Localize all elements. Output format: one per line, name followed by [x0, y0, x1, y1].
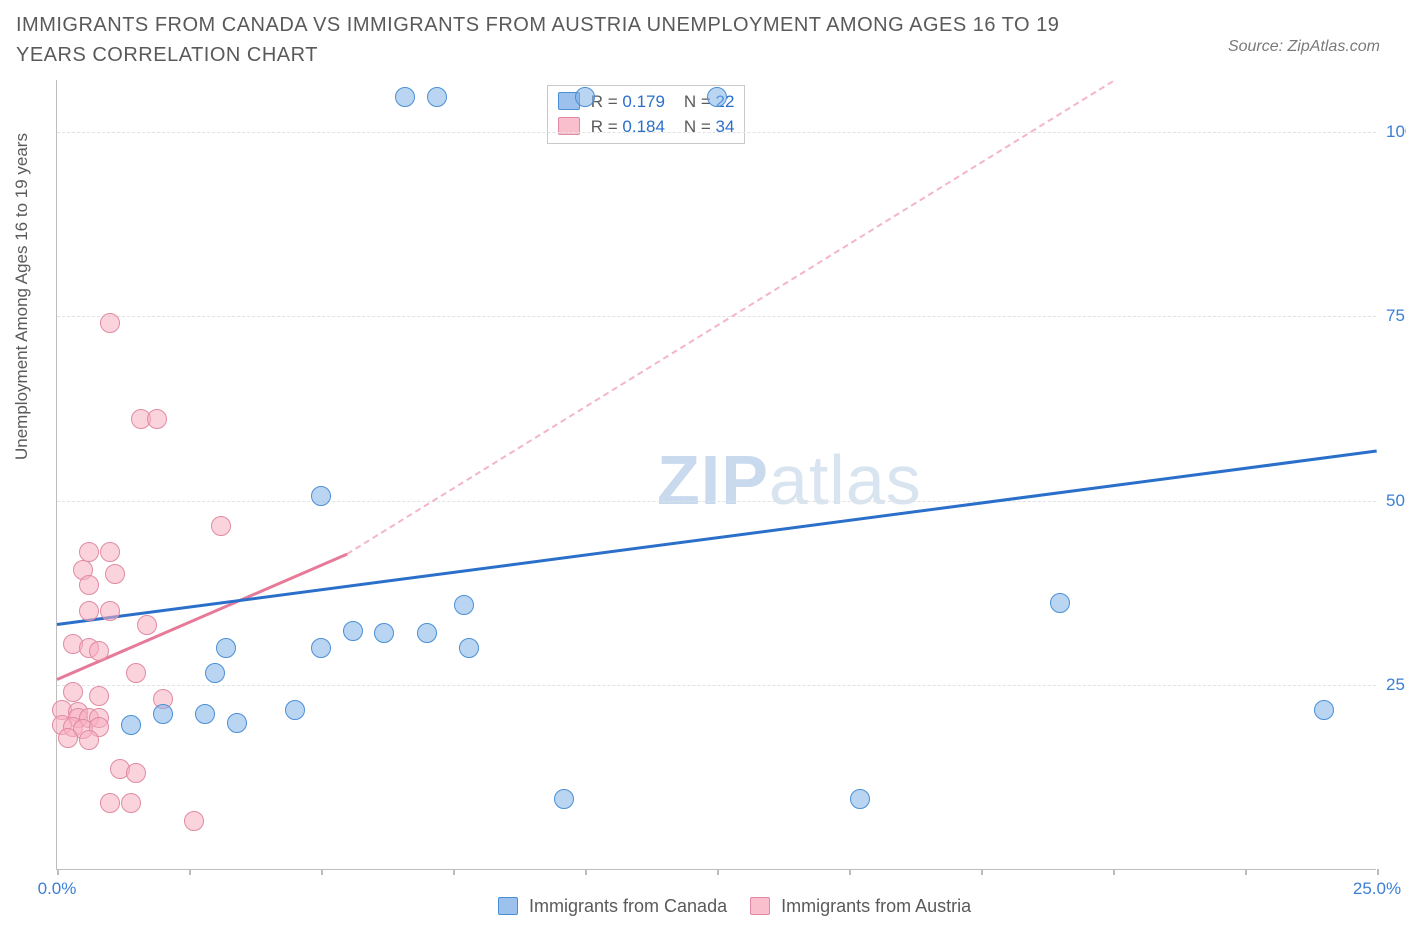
- source-attribution: Source: ZipAtlas.com: [1228, 38, 1380, 56]
- x-tick-mark: [717, 869, 719, 875]
- data-point-canada: [205, 663, 225, 683]
- data-point-austria: [100, 542, 120, 562]
- data-point-canada: [343, 621, 363, 641]
- watermark-rest: atlas: [769, 441, 922, 519]
- data-point-canada: [1314, 700, 1334, 720]
- x-tick-mark: [453, 869, 455, 875]
- swatch-austria-icon: [750, 897, 770, 915]
- plot-area: ZIPatlas R = 0.179 N = 22 R = 0.184 N = …: [56, 80, 1376, 870]
- r-label: R =: [591, 117, 618, 136]
- n-label: N =: [684, 117, 711, 136]
- data-point-canada: [216, 638, 236, 658]
- y-tick-label: 50.0%: [1386, 491, 1406, 511]
- data-point-austria: [79, 542, 99, 562]
- data-point-austria: [89, 686, 109, 706]
- data-point-canada: [121, 715, 141, 735]
- legend-label-canada: Immigrants from Canada: [529, 896, 727, 916]
- legend-label-austria: Immigrants from Austria: [781, 896, 971, 916]
- x-tick-mark: [981, 869, 983, 875]
- data-point-austria: [79, 601, 99, 621]
- data-point-austria: [126, 763, 146, 783]
- data-point-austria: [58, 728, 78, 748]
- x-tick-mark: [1377, 869, 1379, 875]
- watermark-bold: ZIP: [657, 441, 769, 519]
- data-point-canada: [311, 638, 331, 658]
- x-tick-mark: [189, 869, 191, 875]
- data-point-canada: [153, 704, 173, 724]
- data-point-canada: [285, 700, 305, 720]
- data-point-austria: [184, 811, 204, 831]
- y-axis-label: Unemployment Among Ages 16 to 19 years: [12, 133, 32, 460]
- data-point-austria: [79, 730, 99, 750]
- gridline-h: [57, 316, 1376, 317]
- data-point-austria: [100, 313, 120, 333]
- y-tick-label: 25.0%: [1386, 675, 1406, 695]
- r-value-canada: 0.179: [622, 92, 665, 111]
- data-point-austria: [211, 516, 231, 536]
- gridline-h: [57, 132, 1376, 133]
- x-tick-label: 25.0%: [1353, 879, 1401, 899]
- data-point-austria: [89, 641, 109, 661]
- y-tick-label: 100.0%: [1386, 122, 1406, 142]
- data-point-canada: [575, 87, 595, 107]
- data-point-austria: [126, 663, 146, 683]
- data-point-austria: [121, 793, 141, 813]
- chart-title: IMMIGRANTS FROM CANADA VS IMMIGRANTS FRO…: [16, 10, 1116, 70]
- x-tick-mark: [585, 869, 587, 875]
- data-point-canada: [227, 713, 247, 733]
- data-point-canada: [554, 789, 574, 809]
- data-point-austria: [147, 409, 167, 429]
- data-point-canada: [417, 623, 437, 643]
- data-point-canada: [427, 87, 447, 107]
- data-point-canada: [459, 638, 479, 658]
- x-tick-label: 0.0%: [38, 879, 77, 899]
- source-name: ZipAtlas.com: [1288, 38, 1380, 55]
- data-point-canada: [454, 595, 474, 615]
- data-point-canada: [707, 87, 727, 107]
- x-tick-mark: [1113, 869, 1115, 875]
- n-value-austria: 34: [716, 117, 735, 136]
- x-tick-mark: [57, 869, 59, 875]
- data-point-canada: [850, 789, 870, 809]
- data-point-austria: [79, 575, 99, 595]
- x-tick-mark: [1245, 869, 1247, 875]
- data-point-austria: [105, 564, 125, 584]
- data-point-canada: [374, 623, 394, 643]
- data-point-austria: [100, 793, 120, 813]
- data-point-austria: [137, 615, 157, 635]
- data-point-canada: [311, 486, 331, 506]
- source-prefix: Source:: [1228, 38, 1288, 55]
- watermark: ZIPatlas: [657, 440, 922, 520]
- gridline-h: [57, 501, 1376, 502]
- r-value-austria: 0.184: [622, 117, 665, 136]
- swatch-canada-icon: [498, 897, 518, 915]
- data-point-austria: [100, 601, 120, 621]
- chart-container: IMMIGRANTS FROM CANADA VS IMMIGRANTS FRO…: [0, 0, 1406, 930]
- legend-row-austria: R = 0.184 N = 34: [558, 115, 734, 140]
- data-point-canada: [195, 704, 215, 724]
- y-tick-label: 75.0%: [1386, 306, 1406, 326]
- data-point-canada: [1050, 593, 1070, 613]
- series-legend: Immigrants from Canada Immigrants from A…: [480, 896, 971, 917]
- x-tick-mark: [849, 869, 851, 875]
- data-point-canada: [395, 87, 415, 107]
- x-tick-mark: [321, 869, 323, 875]
- data-point-austria: [63, 682, 83, 702]
- gridline-h: [57, 685, 1376, 686]
